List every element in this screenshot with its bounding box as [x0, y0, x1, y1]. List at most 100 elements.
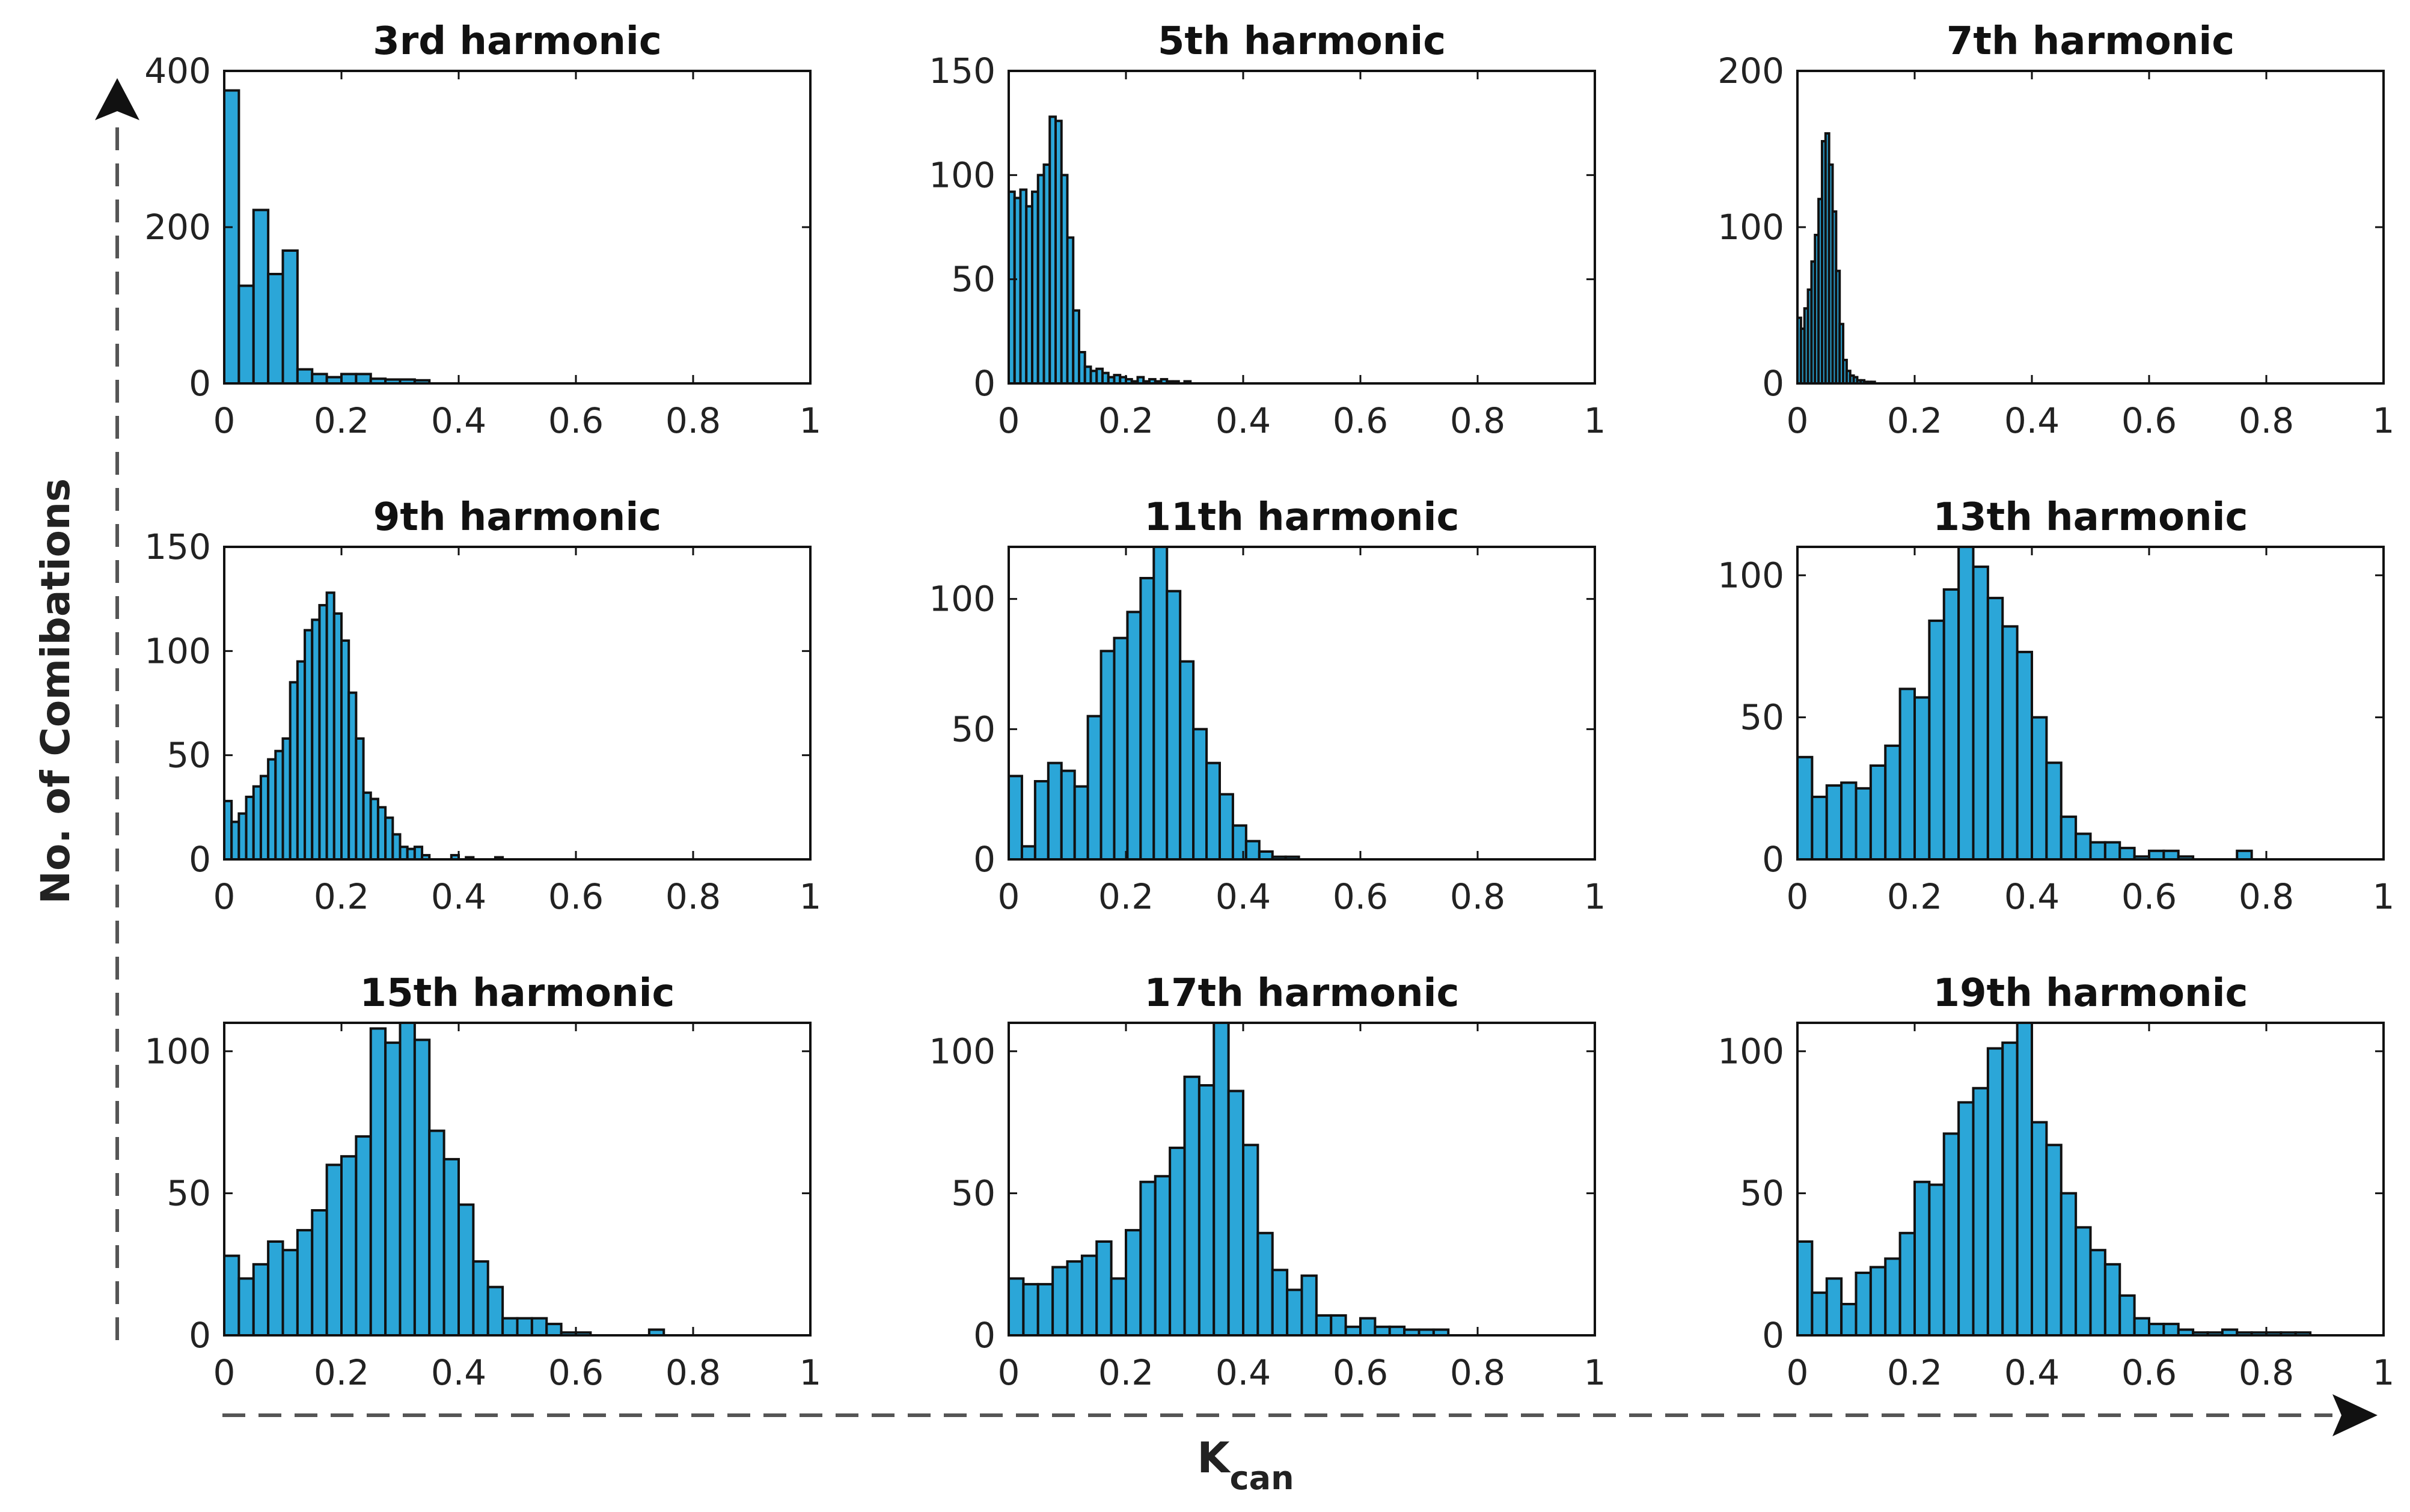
- panel-4: 9th harmonic 0 0.2 0.4 0.6 0.8 1 0 50 100 150: [144, 495, 821, 917]
- y-axis-arrowhead: [95, 78, 139, 120]
- x-tick-label: 0.6: [2121, 1352, 2177, 1393]
- x-tick-label: 1: [1584, 1352, 1606, 1393]
- x-tick-label: 0.2: [314, 400, 369, 441]
- x-axis-arrowhead: [2332, 1394, 2378, 1436]
- bars: [1797, 1023, 2312, 1335]
- bar: [311, 1209, 328, 1335]
- bar: [311, 373, 328, 383]
- bar: [428, 1129, 445, 1335]
- x-tick-label: 0.2: [314, 1352, 369, 1393]
- bar: [1884, 744, 1901, 859]
- bar: [1855, 787, 1872, 859]
- axes-frame: [223, 546, 812, 861]
- x-tick-label: 0.8: [2239, 876, 2294, 917]
- x-tick-label: 0: [998, 1352, 1020, 1393]
- x-tick-label: 0.6: [2121, 876, 2177, 917]
- bar: [1884, 1257, 1901, 1335]
- y-tick-label: 150: [144, 526, 211, 567]
- bar: [1986, 597, 2004, 859]
- axes-frame: [1008, 546, 1596, 861]
- bar: [1169, 1147, 1186, 1335]
- y-tick-label: 0: [1762, 1315, 1784, 1356]
- x-tick-label: 0.2: [1098, 876, 1154, 917]
- bar: [252, 1263, 270, 1335]
- bar: [1022, 1282, 1039, 1335]
- x-tick-label: 0: [998, 876, 1020, 917]
- bar: [1060, 769, 1076, 859]
- axes-frame: [223, 1022, 812, 1337]
- bar: [1179, 660, 1195, 859]
- bar: [1957, 547, 1975, 859]
- x-axis-label-main: K: [1197, 1433, 1231, 1483]
- bar: [1197, 1084, 1216, 1335]
- bar: [399, 1023, 416, 1335]
- bar: [1227, 1090, 1244, 1335]
- x-tick-label: 0: [1787, 876, 1809, 917]
- y-tick-label: 100: [1717, 555, 1784, 596]
- bar: [2148, 1323, 2165, 1335]
- bar: [252, 209, 270, 383]
- bar: [369, 1027, 387, 1335]
- bar: [442, 1157, 460, 1335]
- bar: [1095, 1240, 1113, 1335]
- bar: [1192, 728, 1208, 859]
- bar: [1271, 1269, 1289, 1335]
- bar: [1840, 1303, 1858, 1335]
- y-axis-label: No. of Comibations: [32, 478, 79, 904]
- x-tick-label: 0.4: [1216, 400, 1271, 441]
- x-tick-label: 0.8: [1450, 1352, 1505, 1393]
- x-tick-label: 0: [998, 400, 1020, 441]
- bar: [472, 1260, 489, 1335]
- panel-title: 9th harmonic: [373, 495, 661, 540]
- bar: [1797, 755, 1814, 859]
- bar: [1110, 1277, 1127, 1335]
- panel-3: 7th harmonic 0 0.2 0.4 0.6 0.8 1 0 100 200: [1717, 19, 2394, 441]
- bar: [2016, 1023, 2033, 1335]
- bar: [530, 1317, 548, 1335]
- bar: [1047, 761, 1063, 859]
- y-tick-label: 0: [189, 1315, 211, 1356]
- y-tick-label: 0: [973, 839, 996, 880]
- bar: [1811, 796, 1828, 859]
- x-tick-label: 1: [2373, 876, 2395, 917]
- bar: [1898, 1231, 1916, 1335]
- x-tick-label: 0.8: [1450, 400, 1505, 441]
- bar: [1258, 850, 1274, 859]
- bar: [1300, 1274, 1318, 1335]
- bar: [1315, 1314, 1333, 1335]
- y-tick-label: 150: [929, 50, 996, 91]
- bar: [1388, 1325, 1406, 1335]
- bar: [2118, 847, 2136, 859]
- x-tick-label: 0.8: [665, 1352, 721, 1393]
- bar: [2045, 1144, 2063, 1335]
- bar: [1359, 1317, 1377, 1335]
- y-tick-label: 100: [929, 579, 996, 620]
- bar: [545, 1323, 563, 1335]
- bar: [1942, 1132, 1960, 1335]
- bars: [224, 1023, 665, 1335]
- bar: [384, 1041, 402, 1335]
- y-tick-label: 200: [1717, 50, 1784, 91]
- y-tick-label: 0: [1762, 363, 1784, 404]
- bar: [1972, 1087, 1989, 1335]
- x-tick-label: 0.2: [314, 876, 369, 917]
- bar: [1020, 845, 1036, 859]
- bar: [224, 1254, 240, 1335]
- bar: [2089, 1249, 2106, 1335]
- bar: [1838, 323, 1845, 383]
- bar: [1344, 1325, 1362, 1335]
- bar: [2075, 1226, 2092, 1335]
- bar: [1125, 1229, 1142, 1335]
- axes-frame: [1796, 70, 2385, 385]
- y-tick-label: 100: [1717, 1031, 1784, 1072]
- x-tick-label: 0.4: [2004, 876, 2060, 917]
- y-tick-label: 0: [189, 363, 211, 404]
- bar: [1286, 1288, 1303, 1335]
- bar: [1036, 1282, 1054, 1335]
- bar: [1825, 784, 1843, 859]
- x-tick-label: 1: [800, 1352, 822, 1393]
- bar: [2148, 849, 2165, 859]
- x-axis-label-sub: can: [1230, 1459, 1294, 1497]
- bar: [1972, 565, 1989, 859]
